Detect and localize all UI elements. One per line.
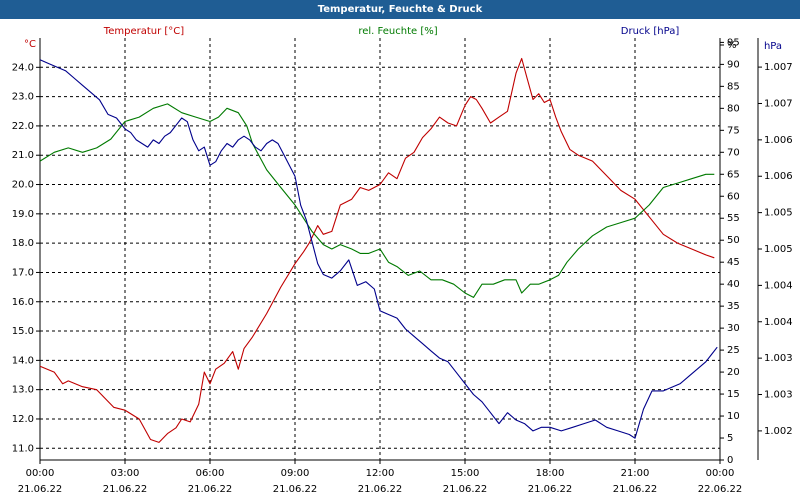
temperature-tick-label: 15.0 <box>12 326 34 337</box>
humidity-tick-label: 20 <box>727 367 740 378</box>
humidity-tick-label: 5 <box>727 433 733 444</box>
humidity-tick-label: 10 <box>727 411 740 422</box>
temperature-tick-label: 21.0 <box>12 150 34 161</box>
pressure-tick-label: 1.004 <box>764 317 793 328</box>
temperature-line <box>39 57 715 443</box>
humidity-tick-label: 90 <box>727 59 740 70</box>
x-tick-time: 09:00 <box>281 468 310 479</box>
pressure-tick-label: 1.005 <box>764 208 793 219</box>
humidity-tick-label: 70 <box>727 147 740 158</box>
temperature-axis-title: Temperatur [°C] <box>103 26 184 37</box>
humidity-tick-label: 95 <box>727 37 740 48</box>
temperature-tick-label: 23.0 <box>12 92 34 103</box>
pressure-tick-label: 1.002 <box>764 426 793 437</box>
temperature-tick-label: 24.0 <box>12 62 34 73</box>
temperature-tick-label: 17.0 <box>12 267 34 278</box>
x-tick-date: 21.06.22 <box>103 484 148 495</box>
x-tick-date: 21.06.22 <box>273 484 318 495</box>
x-tick-date: 21.06.22 <box>528 484 573 495</box>
temperature-tick-label: 19.0 <box>12 209 34 220</box>
pressure-tick-label: 1.007 <box>764 98 793 109</box>
temperature-tick-label: 18.0 <box>12 238 34 249</box>
pressure-line <box>39 59 718 439</box>
temperature-unit-label: °C <box>24 39 36 50</box>
humidity-tick-label: 85 <box>727 81 740 92</box>
humidity-tick-label: % <box>727 40 737 51</box>
window-title-bar: Temperatur, Feuchte & Druck <box>0 0 800 19</box>
pressure-tick-label: 1.003 <box>764 353 793 364</box>
pressure-tick-label: 1.006 <box>764 135 793 146</box>
humidity-tick-label: 75 <box>727 125 740 136</box>
pressure-axis-title: Druck [hPa] <box>621 26 680 37</box>
x-tick-date: 21.06.22 <box>18 484 63 495</box>
temperature-tick-label: 13.0 <box>12 385 34 396</box>
pressure-tick-label: 1.006 <box>764 171 793 182</box>
humidity-tick-label: 25 <box>727 345 740 356</box>
pressure-tick-label: 1.004 <box>764 280 793 291</box>
humidity-tick-label: 50 <box>727 235 740 246</box>
pressure-tick-label: 1.005 <box>764 244 793 255</box>
grid <box>40 38 720 460</box>
x-tick-time: 00:00 <box>706 468 735 479</box>
humidity-tick-label: 40 <box>727 279 740 290</box>
x-tick-date: 21.06.22 <box>358 484 403 495</box>
x-tick-time: 18:00 <box>536 468 565 479</box>
tick-labels: 11.0 12.0 13.0 14.0 15.0 16.0 17.0 18.0 19.0 20.0… <box>12 37 793 495</box>
window-title: Temperatur, Feuchte & Druck <box>317 4 483 15</box>
chart-background <box>0 19 800 500</box>
x-tick-time: 12:00 <box>366 468 395 479</box>
humidity-tick-label: 45 <box>727 257 740 268</box>
temperature-tick-label: 16.0 <box>12 297 34 308</box>
pressure-tick-label: 1.007 <box>764 62 793 73</box>
pressure-unit-label: hPa <box>764 41 782 52</box>
humidity-tick-label: 30 <box>727 323 740 334</box>
pressure-tick-label: 1.003 <box>764 390 793 401</box>
temperature-tick-label: 12.0 <box>12 414 34 425</box>
humidity-tick-label: 15 <box>727 389 740 400</box>
humidity-tick-label: 65 <box>727 169 740 180</box>
humidity-tick-label: 60 <box>727 191 740 202</box>
x-tick-time: 03:00 <box>111 468 140 479</box>
x-tick-date: 21.06.22 <box>443 484 488 495</box>
x-tick-date: 21.06.22 <box>188 484 233 495</box>
x-tick-date: 21.06.22 <box>613 484 658 495</box>
series-lines <box>39 57 718 443</box>
humidity-axis-title: rel. Feuchte [%] <box>358 26 437 37</box>
humidity-tick-label: 0 <box>727 455 733 466</box>
x-tick-time: 00:00 <box>26 468 55 479</box>
temperature-tick-label: 11.0 <box>12 443 34 454</box>
x-tick-time: 21:00 <box>621 468 650 479</box>
x-tick-time: 06:00 <box>196 468 225 479</box>
humidity-line <box>39 103 715 298</box>
x-tick-date: 22.06.22 <box>698 484 743 495</box>
humidity-tick-label: 55 <box>727 213 740 224</box>
temperature-tick-label: 20.0 <box>12 180 34 191</box>
temperature-tick-label: 22.0 <box>12 121 34 132</box>
temperature-tick-label: 14.0 <box>12 355 34 366</box>
humidity-tick-label: 35 <box>727 301 740 312</box>
humidity-tick-label: 80 <box>727 103 740 114</box>
x-tick-time: 15:00 <box>451 468 480 479</box>
